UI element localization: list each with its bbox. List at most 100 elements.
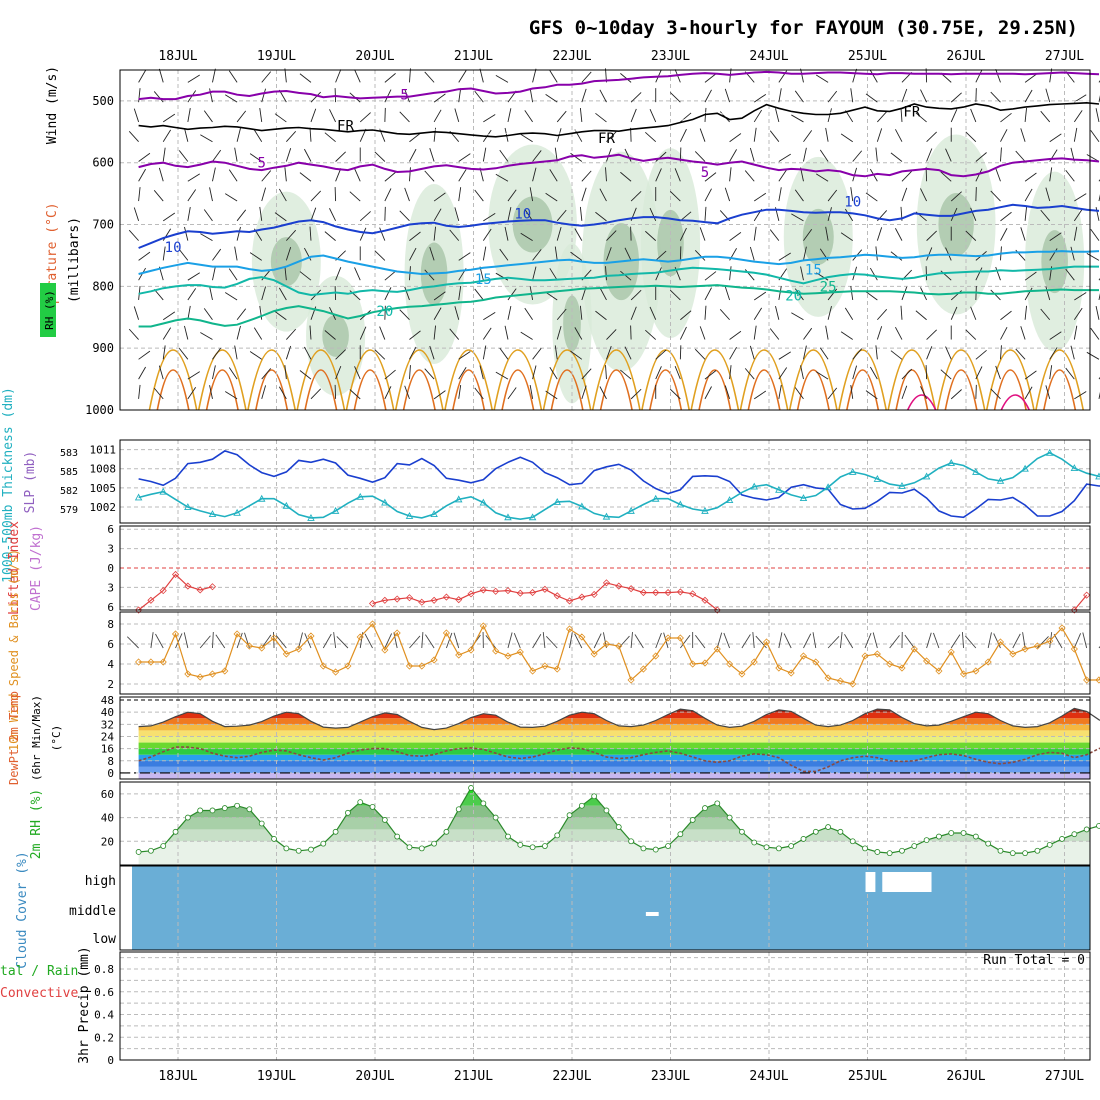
wind-barb [840,133,853,143]
wind-barb [800,266,804,281]
cloud-level-label: middle [69,904,116,919]
wind-barb [1090,130,1100,142]
wind-barb [1024,107,1028,122]
wind-barb [753,109,763,123]
wind-barb [556,110,567,123]
surface-wind-barb [950,634,961,649]
wind-barb [209,187,213,202]
rh-point [1034,847,1041,854]
wind-barb [524,208,533,222]
wind-barb [187,371,200,380]
contour-label: 20 [376,304,393,320]
wind-barb [532,249,542,261]
wind-barb [729,346,737,360]
rh-point [209,807,216,814]
wind-barb [433,93,446,103]
slp-tick-label: 1002 [90,501,117,514]
wind-barb [655,168,662,182]
wind-barb [184,128,189,142]
wind-barb [299,73,312,83]
wind-barb [424,170,435,182]
wind-barb [965,131,977,143]
wind-barb [399,309,410,321]
wind-barb [409,346,417,360]
wind-barb [261,170,272,182]
wind-speed-point [775,664,783,672]
wind-barb [595,211,607,222]
wind-speed-point [664,634,672,642]
wind-barb [975,349,987,360]
rh-point [763,844,770,851]
wind-barb [549,366,558,380]
lifted-index-point [1070,606,1078,614]
wind-barb [724,385,731,400]
wind-barb [605,365,607,380]
rh-point [1096,822,1100,829]
wind-barb [236,325,241,340]
wind-barb [704,370,717,380]
wind-barb [901,286,908,301]
wind-barb [424,368,435,380]
wind-barb [187,272,200,281]
contour-label: 25 [820,279,837,295]
wind-barb [753,226,757,241]
wind-barb [133,207,140,221]
wind-speed-point [553,665,561,673]
surface-wind-barb [545,635,558,649]
wind-barb [299,172,312,182]
wind-barb [384,369,396,380]
wind-barb [827,387,838,400]
wind-speed-point [959,670,968,678]
thickness-point [504,513,512,521]
rh-swatch-label: RH (%) [43,290,56,330]
wind-barb [800,68,804,83]
wind-barb [404,286,410,301]
contour-label: FR [337,119,354,135]
rh-point [985,840,992,847]
thickness-axis-label: 1000-500mb Thickness (dm) [1,387,16,583]
lifted-index-point [664,588,672,597]
wind-barb [694,151,706,162]
thickness-line [138,451,1100,521]
wind-barb [556,227,562,241]
wind-barb [599,386,607,400]
thickness-point [454,495,463,503]
wind-barb [876,227,883,241]
panel-frame [119,525,1091,611]
wind-barb [895,129,903,142]
wind-barb [162,327,172,340]
wind-barb [630,306,637,320]
surface-temperature-contour [542,349,592,411]
wind-barb [374,250,386,261]
surface-temperature-contour [747,369,781,411]
wind-barb [187,189,197,202]
surface-wind-barb [812,632,817,649]
wind-barb [212,149,222,162]
wind-barb [261,88,267,103]
wind-barb [950,389,962,400]
wind-barb [261,368,272,380]
surface-wind-barb [532,634,542,649]
wind-barb [128,229,139,241]
rh-point [542,843,548,849]
wind-barb [630,92,642,103]
wind-barb [1090,327,1100,340]
thickness-point [725,496,734,503]
wind-barb [309,127,312,142]
wind-barb [474,90,484,103]
pressure-tick-label: 800 [92,279,114,293]
wind-barb [335,267,342,281]
precip-tick-label: 0 [107,1054,114,1067]
wind-barb [379,227,386,241]
wind-barb [285,148,292,162]
wind-barb [970,207,977,222]
x-tick-label-top: 23JUL [651,49,690,64]
wind-barb [645,230,657,241]
wind-barb [433,291,446,301]
wind-barb [570,152,583,162]
wind-barb [850,88,854,103]
slp-line [138,450,1100,519]
wind-speed-point [701,659,709,667]
wind-barb [209,385,213,399]
wind-barb [599,89,607,103]
